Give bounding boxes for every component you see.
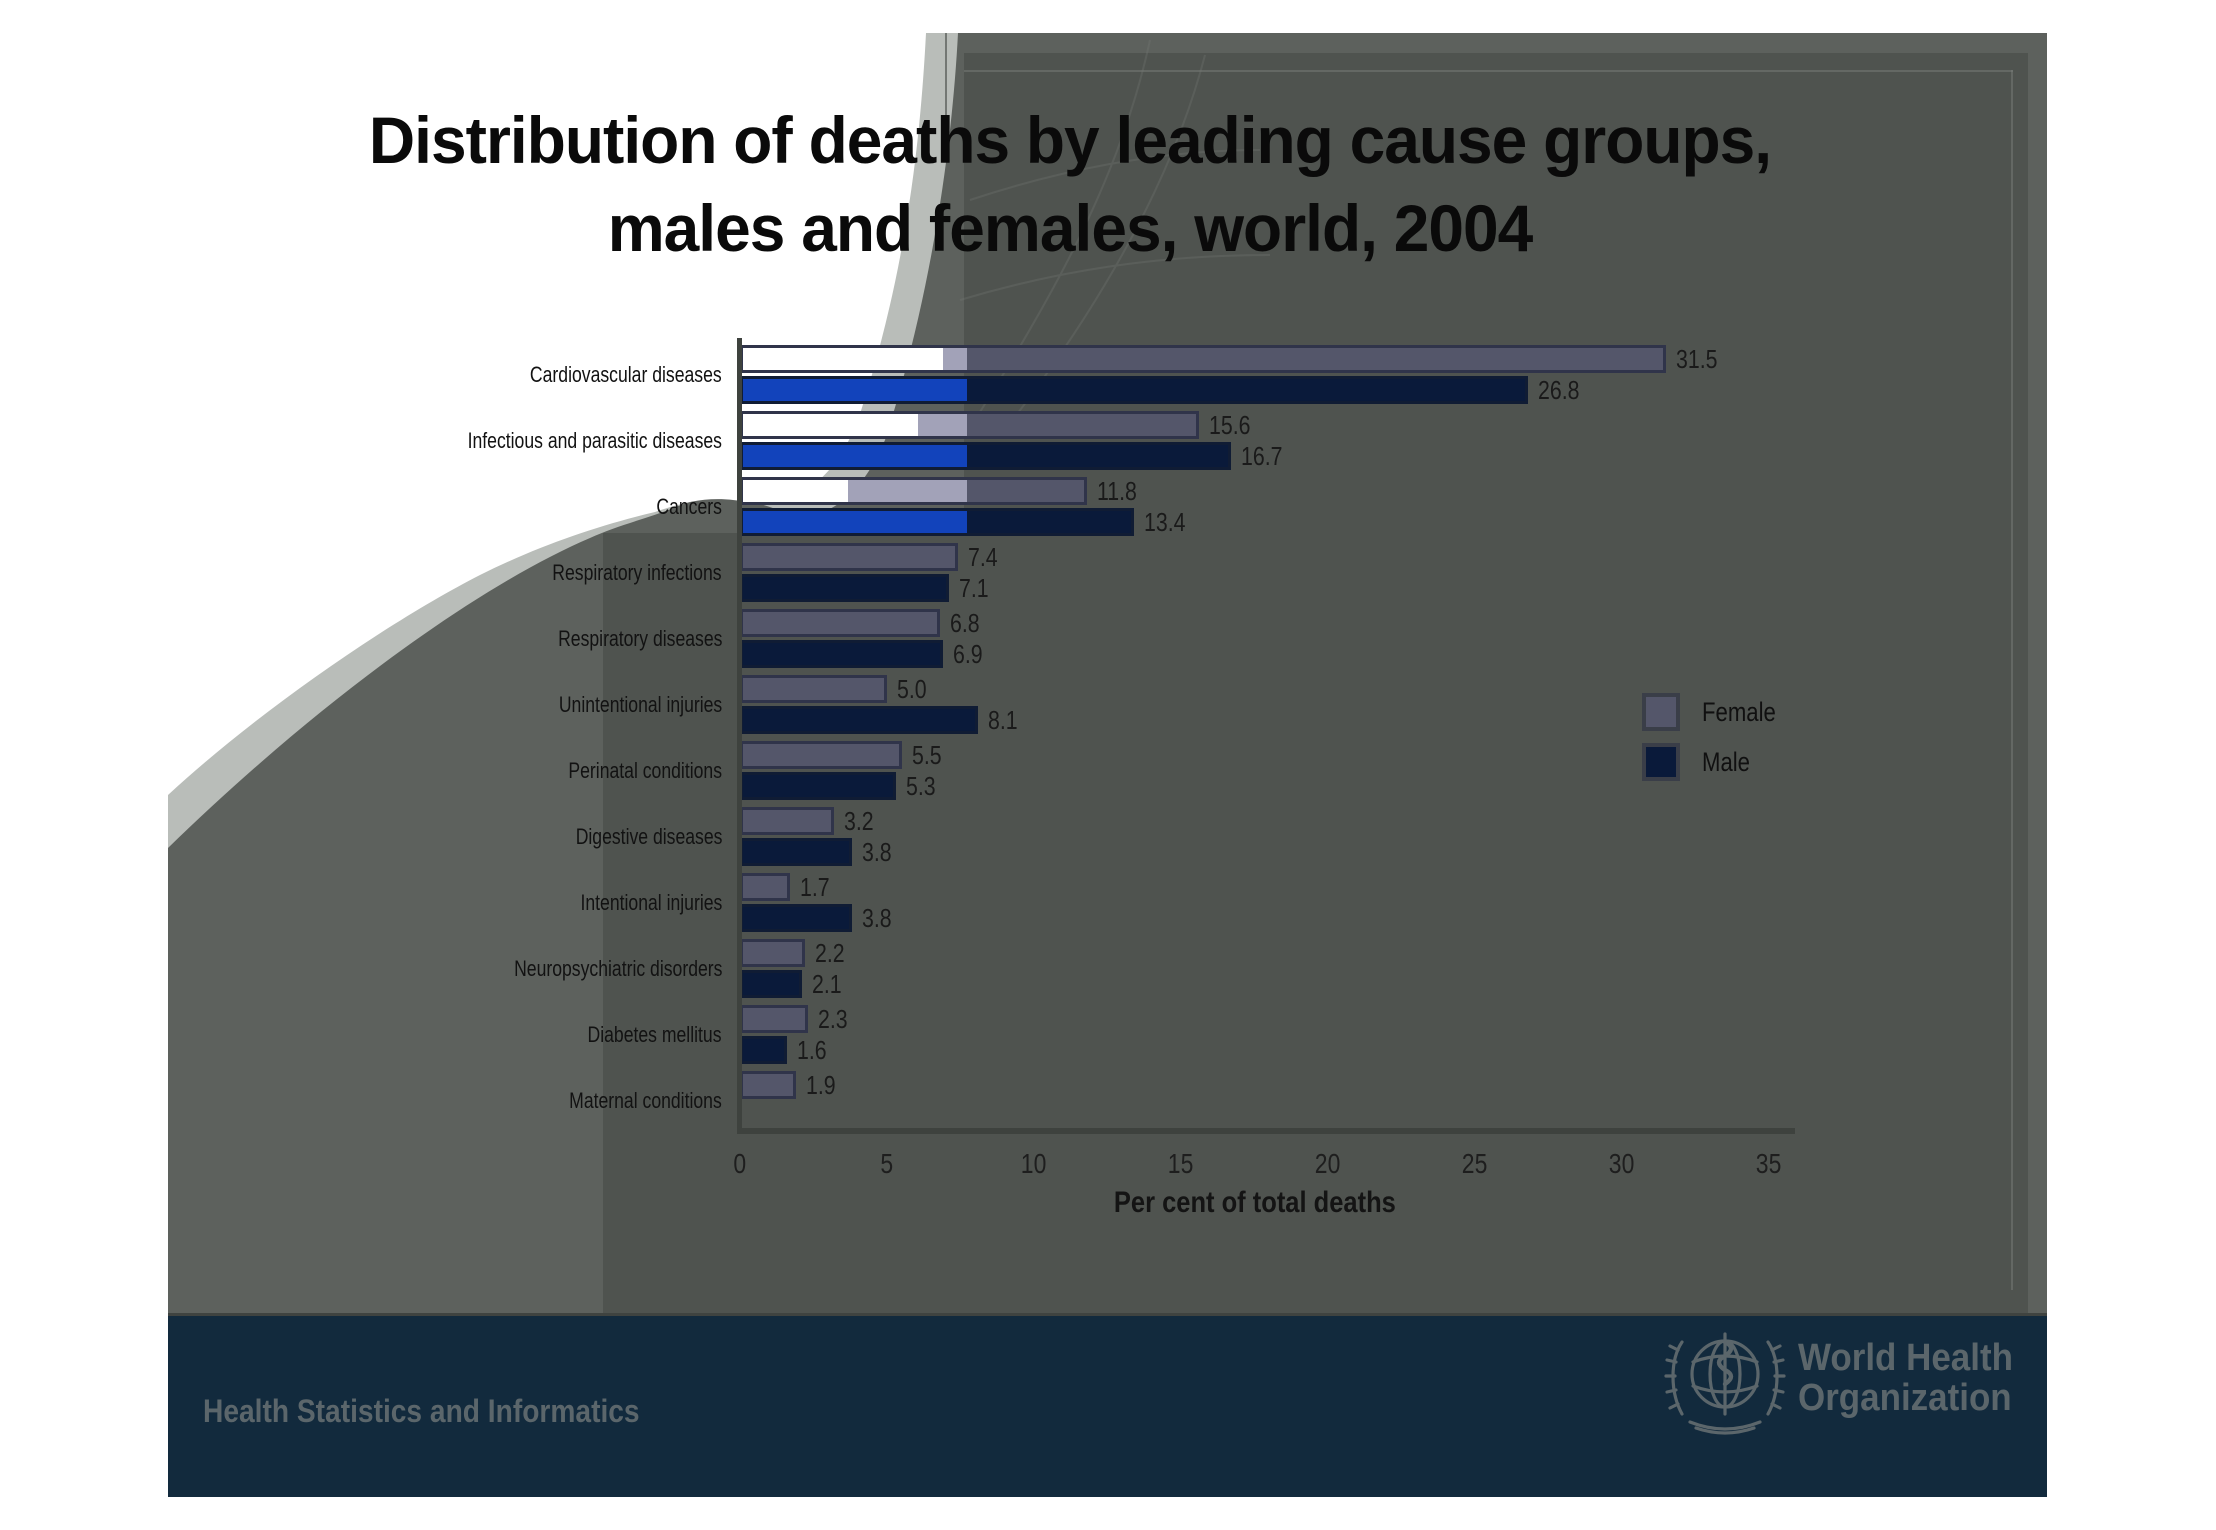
female-bar <box>740 741 902 769</box>
female-bar <box>740 411 1199 439</box>
value-label: 7.1 <box>959 573 989 603</box>
male-bar <box>740 1036 787 1064</box>
category-label: Neuropsychiatric disorders <box>513 956 722 981</box>
male-bar <box>740 772 896 800</box>
category-label: Perinatal conditions <box>568 758 722 783</box>
x-tick-label: 25 <box>1462 1148 1488 1179</box>
value-label: 7.4 <box>968 542 998 572</box>
female-bar <box>740 1005 808 1033</box>
male-bar <box>740 508 1134 536</box>
female-bar <box>740 477 1087 505</box>
category-label: Respiratory infections <box>552 560 722 585</box>
legend-label-male: Male <box>1702 747 1750 777</box>
female-bar <box>740 675 887 703</box>
x-tick-label: 10 <box>1021 1148 1047 1179</box>
who-logo-icon <box>1664 1332 1786 1435</box>
footer-divider <box>168 1313 2047 1316</box>
male-bar <box>740 838 852 866</box>
value-label: 15.6 <box>1209 410 1251 440</box>
value-label: 3.2 <box>844 806 874 836</box>
value-label: 16.7 <box>1241 441 1283 471</box>
value-label: 3.8 <box>862 903 892 933</box>
value-label: 5.5 <box>912 740 942 770</box>
legend-label-female: Female <box>1702 697 1776 727</box>
x-axis-line <box>737 1128 1795 1134</box>
frame-line-right <box>2011 70 2013 1290</box>
who-text-line-1: World Health <box>1798 1337 2013 1379</box>
value-label: 8.1 <box>988 705 1018 735</box>
legend-swatch-male <box>1642 743 1680 781</box>
x-axis-title: Per cent of total deaths <box>1114 1186 1396 1219</box>
title-line-2: males and females, world, 2004 <box>607 191 1534 265</box>
circle-edge-line <box>945 33 947 119</box>
value-label: 13.4 <box>1144 507 1186 537</box>
category-label: Cardiovascular diseases <box>530 362 722 387</box>
female-bar <box>740 1071 796 1099</box>
x-tick-label: 0 <box>733 1148 747 1179</box>
value-label: 11.8 <box>1097 476 1137 506</box>
white-circle-shape <box>168 33 926 795</box>
who-text-line-2: Organization <box>1798 1377 2012 1419</box>
male-bar <box>740 640 943 668</box>
category-label: Unintentional injuries <box>558 692 722 717</box>
frame-line-top <box>964 70 2013 72</box>
value-label: 1.9 <box>806 1070 836 1100</box>
slide-title: Distribution of deaths by leading cause … <box>207 96 1934 272</box>
male-bar <box>740 904 852 932</box>
value-label: 2.1 <box>812 969 842 999</box>
legend-swatch-female <box>1642 693 1680 731</box>
value-label: 3.8 <box>862 837 892 867</box>
title-line-1: Distribution of deaths by leading cause … <box>368 103 1772 177</box>
background-swoosh <box>168 33 958 848</box>
category-label: Respiratory diseases <box>557 626 722 651</box>
value-label: 2.2 <box>815 938 845 968</box>
y-axis-line <box>737 338 742 1134</box>
category-label: Intentional injuries <box>580 890 722 915</box>
male-bar <box>740 970 802 998</box>
category-label: Maternal conditions <box>569 1088 722 1113</box>
male-bar <box>740 442 1231 470</box>
value-label: 2.3 <box>818 1004 848 1034</box>
female-bar <box>740 543 958 571</box>
female-bar <box>740 807 834 835</box>
male-bar <box>740 376 1528 404</box>
category-label: Cancers <box>656 494 722 519</box>
x-tick-label: 5 <box>880 1148 894 1179</box>
x-tick-label: 20 <box>1315 1148 1341 1179</box>
female-bar <box>740 345 1666 373</box>
x-tick-label: 30 <box>1609 1148 1635 1179</box>
x-tick-label: 15 <box>1168 1148 1194 1179</box>
category-label: Diabetes mellitus <box>587 1022 722 1047</box>
male-bar <box>740 706 978 734</box>
category-label: Digestive diseases <box>575 824 722 849</box>
female-bar <box>740 609 940 637</box>
category-label: Infectious and parasitic diseases <box>467 428 722 453</box>
value-label: 6.8 <box>950 608 980 638</box>
value-label: 26.8 <box>1538 375 1580 405</box>
female-bar <box>740 939 805 967</box>
value-label: 5.0 <box>897 674 927 704</box>
male-bar <box>740 574 949 602</box>
globe-watermark <box>959 39 1271 431</box>
value-label: 1.7 <box>800 872 830 902</box>
value-label: 6.9 <box>953 639 983 669</box>
who-logo-text: World Health Organization <box>1798 1338 2013 1418</box>
female-bar <box>740 873 790 901</box>
value-label: 1.6 <box>797 1035 827 1065</box>
value-label: 31.5 <box>1676 344 1718 374</box>
value-label: 5.3 <box>906 771 936 801</box>
x-tick-label: 35 <box>1756 1148 1782 1179</box>
footer-department: Health Statistics and Informatics <box>203 1393 640 1429</box>
